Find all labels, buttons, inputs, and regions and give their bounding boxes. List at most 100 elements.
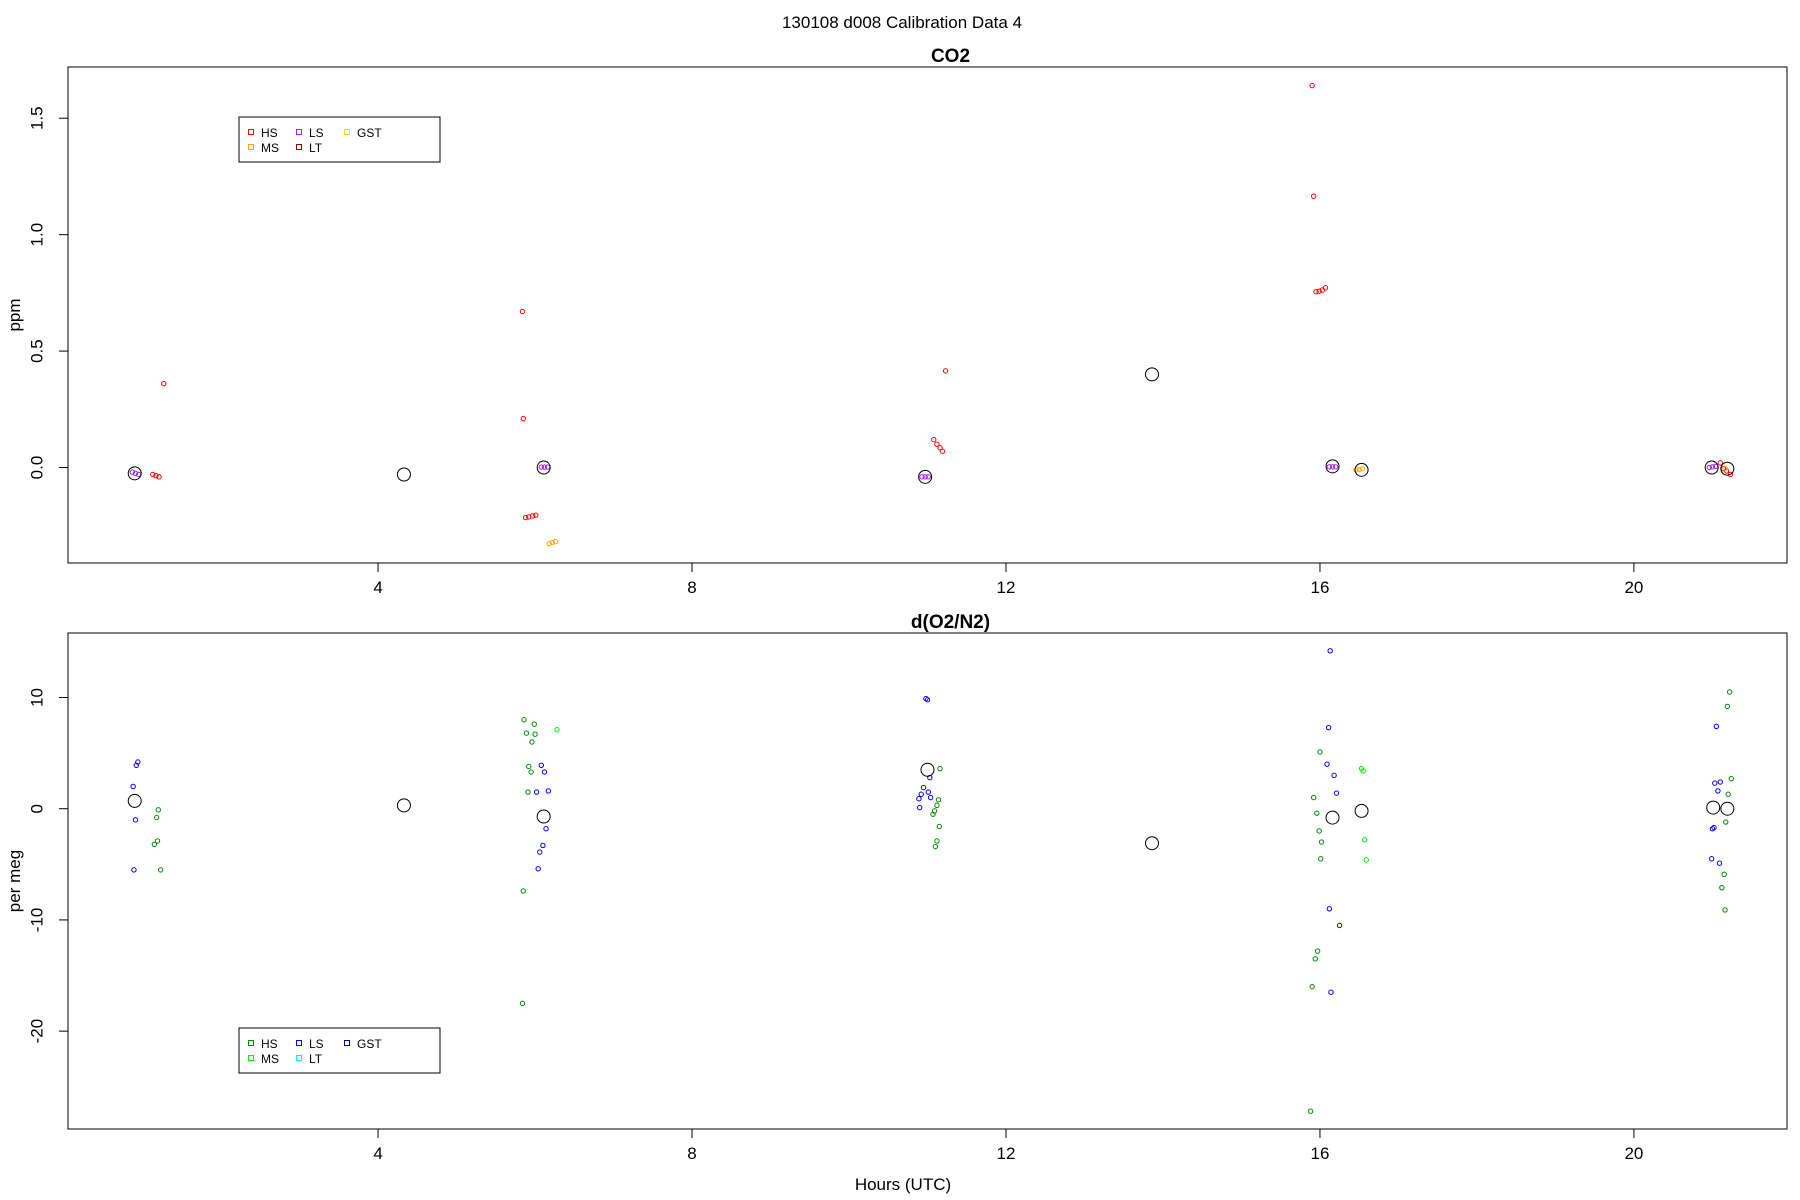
- legend-label-gst: GST: [357, 1037, 382, 1051]
- data-point: [157, 867, 164, 873]
- data-point: [151, 841, 158, 848]
- mean-marker: [396, 467, 411, 482]
- data-point: [1307, 1108, 1314, 1114]
- data-point: [1360, 768, 1366, 774]
- data-point: [918, 791, 924, 797]
- data-point: [1318, 856, 1324, 862]
- figure-title: 130108 d008 Calibration Data 4: [782, 13, 1022, 32]
- data-point: [1717, 779, 1723, 785]
- y-tick-label: 1.5: [27, 106, 46, 130]
- legend-marker-gst: [344, 129, 350, 135]
- data-point: [1312, 956, 1318, 962]
- data-point: [1717, 460, 1723, 466]
- y-axis-label: per meg: [5, 850, 24, 912]
- series-hs: [150, 82, 1734, 521]
- data-point: [1324, 761, 1330, 767]
- mean-marker: [918, 469, 933, 484]
- y-tick-label: -20: [27, 1019, 46, 1044]
- y-tick-label: 10: [27, 688, 46, 707]
- data-point: [529, 739, 535, 745]
- series-ls: [130, 648, 1723, 995]
- mean-marker: [1144, 836, 1159, 851]
- data-point: [1728, 775, 1734, 782]
- data-point: [916, 796, 922, 802]
- data-point: [1723, 819, 1729, 825]
- data-point: [541, 769, 548, 775]
- data-point: [537, 849, 543, 855]
- data-point: [525, 789, 531, 795]
- data-point: [935, 797, 942, 803]
- data-point: [545, 788, 552, 794]
- legend-label-hs: HS: [261, 126, 278, 140]
- legend-label-hs: HS: [261, 1037, 278, 1051]
- chart-title: d(O2/N2): [911, 612, 990, 633]
- data-point: [156, 474, 162, 480]
- data-point: [1327, 648, 1333, 654]
- legend-label-ls: LS: [309, 126, 324, 140]
- data-point: [538, 762, 545, 769]
- data-point: [916, 804, 923, 811]
- data-point: [1724, 703, 1731, 710]
- data-point: [942, 368, 949, 374]
- data-point: [1326, 906, 1333, 912]
- plot-frame: [67, 66, 1788, 564]
- mean-marker: [536, 809, 551, 824]
- data-point: [528, 769, 534, 775]
- data-point: [920, 784, 927, 791]
- data-point: [1331, 772, 1337, 779]
- data-point: [533, 512, 539, 518]
- data-point: [1715, 788, 1721, 794]
- data-point: [919, 474, 925, 480]
- legend-marker-gst: [344, 1040, 350, 1046]
- data-point: [523, 730, 530, 736]
- data-point: [1326, 464, 1333, 470]
- data-point: [535, 866, 541, 872]
- data-point: [1725, 791, 1731, 797]
- data-point: [540, 842, 546, 849]
- mean-marker: [1354, 462, 1369, 477]
- data-point: [1353, 467, 1359, 473]
- data-point: [132, 470, 139, 477]
- data-point: [1363, 857, 1369, 863]
- data-point: [532, 731, 538, 737]
- legend-box: [238, 1027, 441, 1074]
- data-point: [153, 814, 160, 821]
- x-axis-label: Hours (UTC): [855, 1175, 951, 1194]
- data-point: [549, 539, 556, 546]
- data-point: [133, 762, 139, 769]
- series-ms: [554, 727, 1369, 863]
- data-point: [150, 471, 156, 478]
- data-point: [1727, 689, 1733, 695]
- data-point: [519, 1000, 526, 1007]
- data-point: [925, 474, 931, 480]
- legend-label-lt: LT: [309, 1052, 323, 1066]
- data-point: [932, 843, 939, 850]
- x-tick-label: 20: [1624, 1144, 1643, 1163]
- data-point: [522, 514, 529, 521]
- data-point: [1722, 907, 1728, 913]
- x-tick-label: 12: [997, 1144, 1016, 1163]
- legend-label-ms: MS: [261, 1052, 279, 1066]
- data-point: [1329, 464, 1336, 470]
- data-point: [131, 867, 137, 873]
- mean-markers: [127, 762, 1735, 851]
- x-tick-label: 20: [1624, 578, 1643, 597]
- data-point: [1325, 724, 1332, 731]
- x-tick-label: 12: [997, 578, 1016, 597]
- y-tick-label: 0: [27, 804, 46, 813]
- data-point: [925, 789, 931, 795]
- data-point: [1314, 948, 1321, 954]
- legend-label-gst: GST: [357, 126, 382, 140]
- data-point: [529, 513, 536, 519]
- data-point: [1713, 723, 1720, 730]
- legend-marker-ms: [248, 144, 254, 150]
- data-point: [1313, 289, 1319, 295]
- data-point: [1316, 828, 1322, 834]
- data-point: [130, 783, 136, 790]
- legend-box: [238, 116, 441, 163]
- data-point: [934, 802, 940, 809]
